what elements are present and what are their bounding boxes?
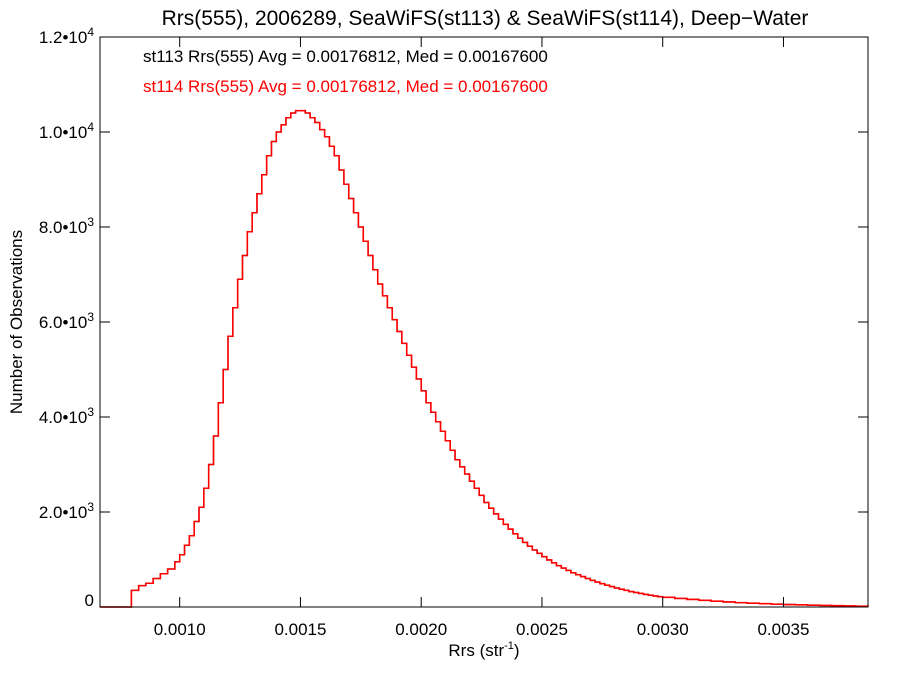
x-axis-label: Rrs (str-1) <box>448 640 519 660</box>
annotations: st113 Rrs(555) Avg = 0.00176812, Med = 0… <box>143 47 548 96</box>
chart-title: Rrs(555), 2006289, SeaWiFS(st113) & SeaW… <box>162 7 809 30</box>
plot-area: 0.0010 0.0015 0.0020 0.0025 0.0030 0.0035 0 2.… <box>39 25 869 639</box>
y-tick-label: 8.0•103 <box>39 215 95 237</box>
x-tick-label: 0.0030 <box>637 620 689 639</box>
series-line-st114 <box>100 109 869 608</box>
x-tick-label: 0.0020 <box>395 620 447 639</box>
series-layer <box>100 109 869 608</box>
y-tick-label: 1.0•104 <box>39 120 95 142</box>
y-tick-label: 6.0•103 <box>39 310 95 332</box>
y-axis: 0 2.0•103 4.0•103 6.0•103 8.0•103 1.0•104 1.2•… <box>39 25 868 610</box>
annotation-st114: st114 Rrs(555) Avg = 0.00176812, Med = 0… <box>143 77 548 96</box>
x-axis-label-sup: -1 <box>504 640 514 652</box>
x-axis-label-text: Rrs (str <box>448 641 504 660</box>
x-tick-label: 0.0010 <box>154 620 206 639</box>
plot-frame <box>99 36 869 608</box>
x-tick-label: 0.0015 <box>274 620 326 639</box>
x-tick-label: 0.0035 <box>757 620 809 639</box>
x-axis: 0.0010 0.0015 0.0020 0.0025 0.0030 0.0035 <box>154 37 809 639</box>
series-line-st113 <box>100 110 869 608</box>
y-tick-label: 2.0•103 <box>39 500 95 522</box>
x-tick-label: 0.0025 <box>516 620 568 639</box>
y-tick-label: 0 <box>85 591 94 610</box>
annotation-st113: st113 Rrs(555) Avg = 0.00176812, Med = 0… <box>143 47 548 66</box>
y-tick-label: 1.2•104 <box>39 25 95 47</box>
x-axis-label-end: ) <box>514 641 520 660</box>
y-axis-label: Number of Observations <box>7 230 26 414</box>
y-tick-label: 4.0•103 <box>39 405 95 427</box>
